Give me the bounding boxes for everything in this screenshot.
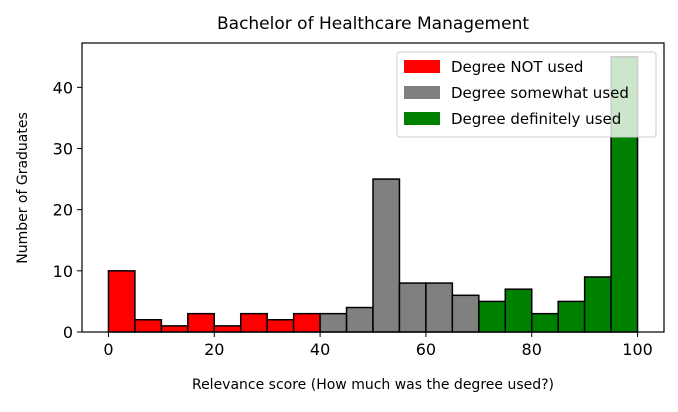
- bar-85: [557, 300, 586, 333]
- bar-55: [398, 282, 427, 333]
- bar-70: [478, 300, 507, 333]
- x-tick-label: 40: [310, 340, 330, 359]
- y-tick-label: 0: [63, 323, 73, 342]
- bar-35: [292, 312, 321, 333]
- bar-45: [345, 306, 374, 333]
- bar-30: [266, 319, 295, 333]
- bar-0: [107, 270, 136, 333]
- legend-swatch: [404, 60, 440, 73]
- bar-10: [160, 325, 189, 333]
- y-axis-label: Number of Graduates: [15, 112, 31, 264]
- legend-label: Degree somewhat used: [451, 84, 629, 102]
- legend-swatch: [404, 112, 440, 125]
- legend-label: Degree definitely used: [451, 110, 621, 128]
- y-tick-label: 20: [53, 201, 73, 220]
- bar-60: [425, 282, 454, 333]
- bar-80: [530, 312, 559, 333]
- x-axis-label: Relevance score (How much was the degree…: [192, 377, 554, 393]
- legend-box: [396, 51, 657, 138]
- x-tick-label: 100: [622, 340, 653, 359]
- y-tick-label: 30: [53, 140, 73, 159]
- bar-15: [187, 312, 216, 333]
- y-tick-label: 40: [53, 78, 73, 97]
- legend-label: Degree NOT used: [451, 58, 583, 76]
- bar-65: [451, 294, 480, 333]
- bar-25: [239, 312, 268, 333]
- x-tick-label: 0: [103, 340, 113, 359]
- bar-40: [319, 312, 348, 333]
- bar-75: [504, 288, 533, 333]
- bar-50: [372, 178, 401, 333]
- bar-90: [583, 276, 612, 333]
- x-tick-label: 80: [522, 340, 542, 359]
- y-tick-label: 10: [53, 262, 73, 281]
- x-tick-label: 20: [204, 340, 224, 359]
- x-tick-label: 60: [416, 340, 436, 359]
- legend: Degree NOT used Degree somewhat used Degre…: [396, 51, 657, 138]
- legend-swatch: [404, 86, 440, 99]
- bar-5: [134, 319, 163, 333]
- axes-frame: [81, 42, 665, 333]
- chart-title: Bachelor of Healthcare Management: [217, 14, 529, 34]
- bar-20: [213, 325, 242, 333]
